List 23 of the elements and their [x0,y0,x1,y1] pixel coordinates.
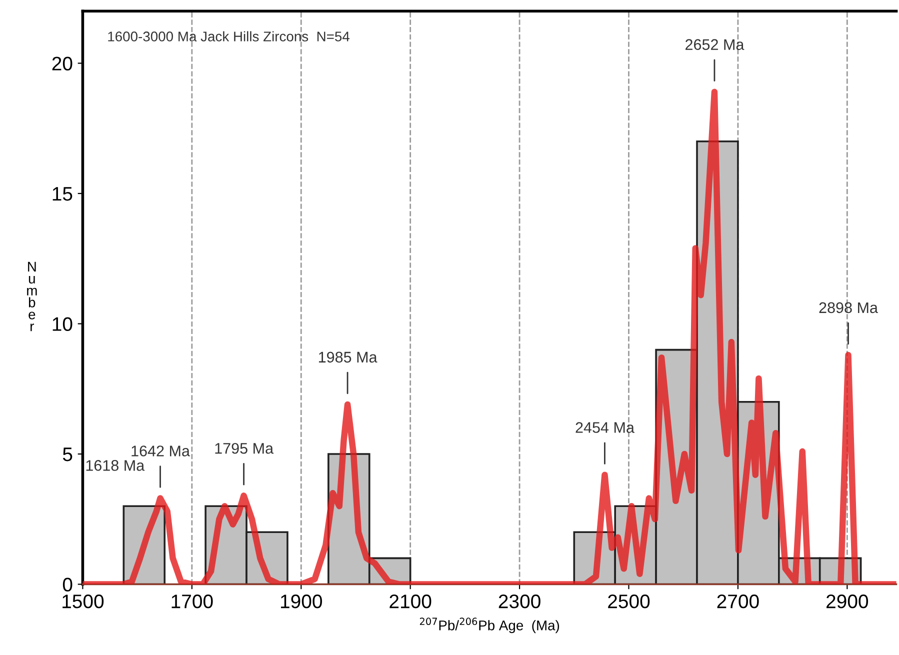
y-tick-label: 10 [52,317,72,331]
annotation: 1618 Ma [86,460,145,471]
x-tick-label: 2500 [608,594,650,608]
x-tick-label: 1700 [172,594,213,608]
y-axis-title: Number [27,262,37,332]
x-axis-title: $^{207}$Pb/$^{206}$Pb Age (Ma) [420,618,560,634]
y-tick-label: 20 [52,56,72,70]
annotation: 1642 Ma [132,446,190,456]
text: 1600-3000 Ma Jack Hills Zircons N=54 [108,31,350,42]
annotation: 2652 Ma [686,39,744,50]
y-tick-label: 0 [62,578,72,592]
annotation: 1795 Ma [215,442,274,454]
annotation: 2898 Ma [819,302,878,314]
x-tick-label: 1500 [62,594,104,608]
x-tick-label: 2700 [717,594,759,608]
x-tick-label: 2900 [826,594,868,608]
y-tick-label: 15 [52,187,72,201]
y-tick-label: 5 [62,448,72,462]
annotation: 2454 Ma [576,422,634,433]
annotation: 1985 Ma [318,352,378,363]
x-tick-label: 2300 [498,594,540,608]
x-tick-label: 1900 [280,594,322,608]
x-tick-label: 2100 [390,594,432,608]
